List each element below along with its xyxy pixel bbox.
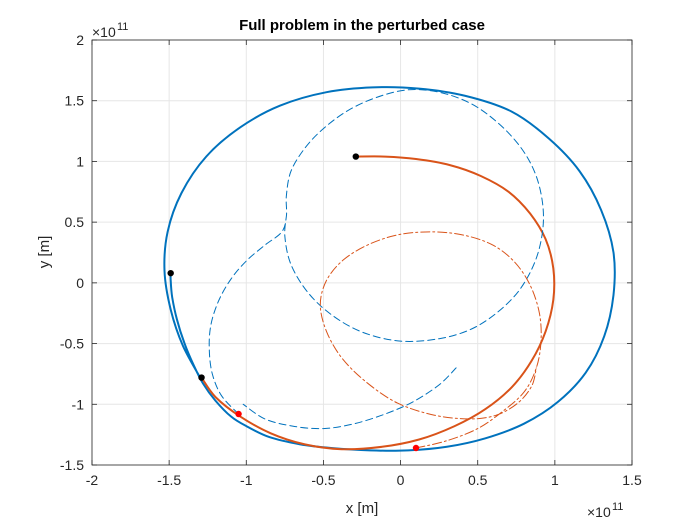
x-tick-label: -1.5	[157, 472, 181, 488]
x-tick-label: 1	[551, 472, 559, 488]
y-tick-label: 1	[76, 153, 84, 169]
series-line-4-dashed	[242, 367, 457, 430]
y-tick-label: 2	[76, 32, 84, 48]
x-exponent-base: ×10	[587, 504, 611, 520]
y-exponent: ×10 11	[92, 21, 128, 40]
x-exponent-power: 11	[612, 501, 623, 513]
point-marker-2	[352, 153, 360, 160]
point-marker-4	[235, 410, 242, 418]
plot-area	[92, 40, 632, 465]
y-tick-label: 0.5	[65, 214, 85, 230]
x-axis-label: x [m]	[346, 500, 379, 517]
y-tick-label: 0	[76, 275, 84, 291]
tick-labels: -2 -1.5 -1 -0.5 0 0.5 1 1.5-1.5-1-0.500.511.52	[60, 32, 642, 488]
y-tick-label: -1.5	[60, 457, 84, 473]
x-tick-label: -1	[240, 472, 253, 488]
series-line-1-solid	[163, 86, 616, 452]
plot-frame	[91, 39, 633, 466]
x-tick-label: -2	[86, 472, 99, 488]
y-tick-label: 1.5	[65, 93, 85, 109]
series-line-3-dashed	[208, 89, 544, 415]
y-tick-label: -1	[72, 396, 85, 412]
point-marker-3	[198, 374, 205, 381]
ticks	[91, 39, 633, 466]
x-tick-label: 0	[397, 472, 405, 488]
series-layer	[163, 86, 616, 452]
x-tick-label: -0.5	[311, 472, 335, 488]
y-exponent-base: ×10	[92, 24, 116, 40]
x-exponent: ×10 11	[587, 501, 623, 520]
y-axis-label: y [m]	[36, 236, 53, 269]
x-tick-label: 1.5	[622, 472, 642, 488]
marker-layer	[167, 153, 420, 452]
chart-title: Full problem in the perturbed case	[239, 17, 485, 34]
series-line-5-dashdot	[319, 231, 542, 449]
series-line-2-solid	[200, 155, 556, 451]
y-tick-label: -0.5	[60, 336, 84, 352]
point-marker-1	[167, 269, 174, 277]
point-marker-5	[412, 444, 420, 452]
y-exponent-power: 11	[117, 21, 128, 33]
x-tick-label: 0.5	[468, 472, 488, 488]
